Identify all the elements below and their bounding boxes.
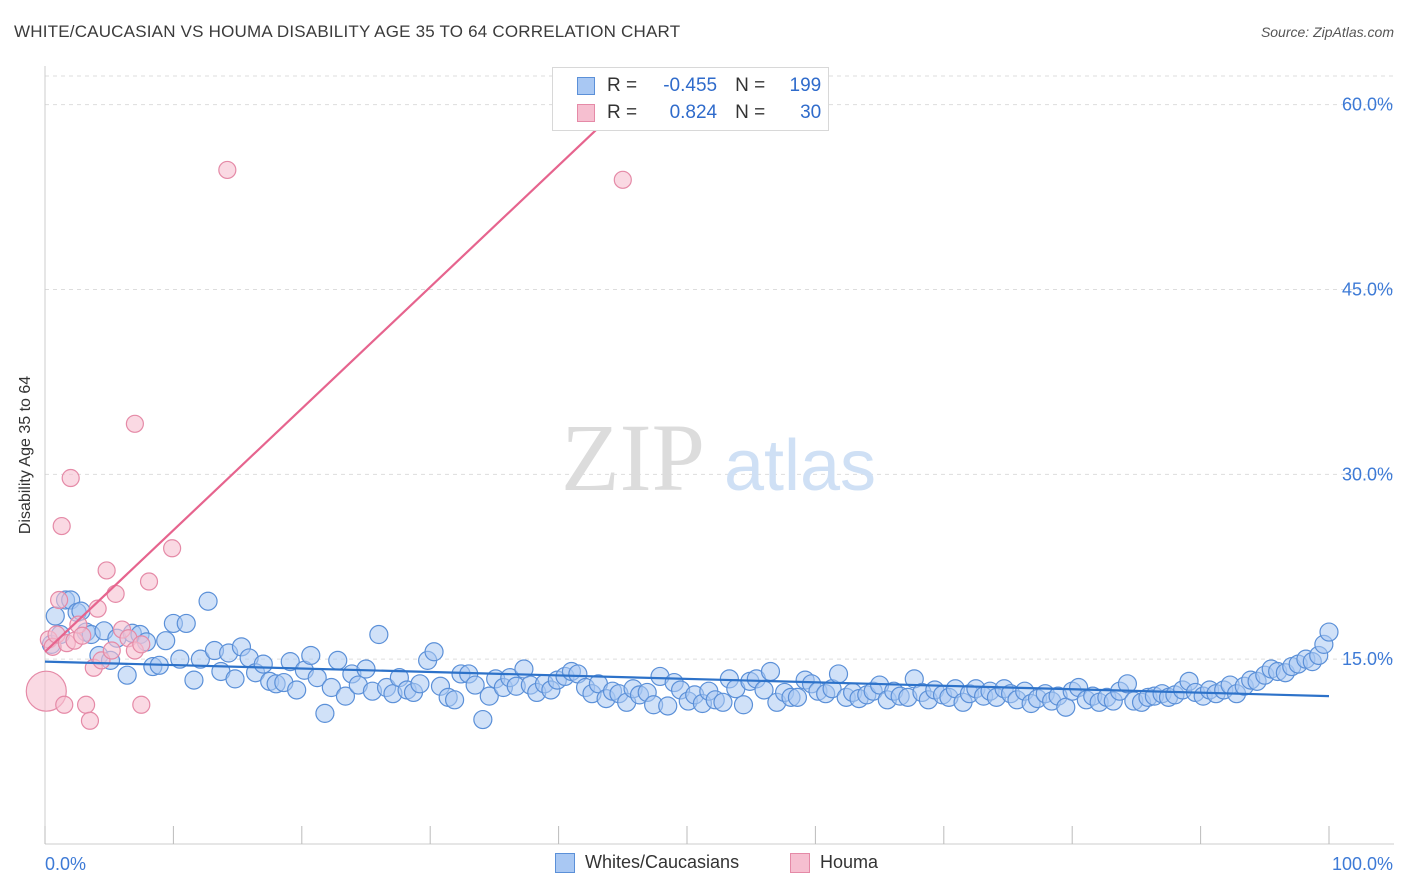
legend-r-label: R = [607,102,638,123]
white-caucasian-point [315,703,335,723]
houma-point [61,468,80,488]
y-axis-label: Disability Age 35 to 64 [17,375,34,535]
houma-point [52,516,71,536]
white-caucasian-point [444,690,465,710]
houma-point [73,626,92,645]
white-caucasian-point [301,645,321,666]
legend-label-houma: Houma [820,852,879,872]
white-caucasian-point [410,674,430,694]
watermark: ZIP atlas [561,404,876,511]
y-tick-labels: 15.0% 30.0% 45.0% 60.0% [1342,95,1393,670]
y-tick-label: 15.0% [1342,649,1393,669]
legend-n-value: 30 [800,102,822,123]
legend-r-label: R = [607,75,638,96]
x-tick-label: 100.0% [1332,854,1393,874]
legend-swatch-blue [555,852,575,873]
white-caucasian-point [170,649,190,669]
legend-item-whites[interactable]: Whites/Caucasians [555,852,739,873]
legend-n-label: N = [735,102,766,123]
whites-trend-line [44,660,1330,698]
white-caucasian-point [479,686,499,706]
white-caucasian-point [287,680,307,700]
houma-point [218,160,237,180]
white-caucasian-point [1056,697,1076,717]
white-caucasian-point [156,631,176,651]
correlation-legend: R = -0.455 N = 199 R = 0.824 N = 30 [552,67,829,131]
houma-point [132,695,151,714]
white-caucasian-point [465,675,485,695]
y-tick-label: 30.0% [1342,464,1393,484]
houma-point [125,414,144,433]
chart-title: WHITE/CAUCASIAN VS HOUMA DISABILITY AGE … [14,22,681,41]
legend-swatch-blue [577,77,595,95]
houma-point [139,572,159,591]
white-caucasian-point [787,687,808,707]
source-credit: Source: ZipAtlas.com [1260,24,1394,40]
legend-swatch-pink [577,104,595,122]
legend-row-houma: R = 0.824 N = 30 [577,101,821,125]
trend-lines [44,103,1330,698]
watermark-zip: ZIP [561,404,705,511]
axes [44,66,1394,845]
houma-point [80,711,100,730]
white-caucasian-point [45,606,65,626]
houma-point [106,584,125,603]
legend-label-whites: Whites/Caucasians [585,852,740,872]
houma-point [132,635,151,654]
white-caucasian-point [1319,622,1339,642]
houma-point [97,561,116,580]
white-caucasian-point [828,664,849,684]
white-caucasian-point [321,677,341,698]
white-caucasian-point [335,686,356,706]
white-caucasian-point [198,591,218,611]
houma-point [102,641,121,660]
white-caucasian-point [253,654,273,674]
white-caucasian-point [733,695,754,715]
y-tick-label: 45.0% [1342,279,1393,299]
white-caucasian-point [658,696,678,716]
white-caucasian-point [190,649,210,669]
houma-points [25,160,632,730]
series-legend: Whites/Caucasians Houma [0,852,1406,876]
houma-point [50,590,69,610]
x-tick-labels: 0.0% 100.0% [45,854,1393,874]
legend-swatch-pink [790,852,810,873]
legend-r-value: 0.824 [669,102,718,123]
grid-lines [45,75,1394,660]
white-caucasian-point [117,665,137,685]
legend-r-value: -0.455 [663,75,718,96]
houma-trend-line [44,103,624,653]
white-caucasian-point [225,669,245,689]
legend-item-houma[interactable]: Houma [790,852,878,873]
houma-point [163,539,182,558]
white-caucasian-point [473,709,493,730]
y-tick-label: 60.0% [1342,95,1393,115]
white-caucasian-point [280,652,300,672]
white-caucasian-point [1117,674,1138,694]
legend-row-whites: R = -0.455 N = 199 [577,74,821,98]
legend-n-label: N = [735,75,766,96]
white-caucasian-point [369,624,389,645]
white-caucasian-point [328,650,348,670]
x-tick-label: 0.0% [45,854,86,874]
white-caucasian-point [184,670,204,690]
white-caucasian-point [713,692,733,712]
white-caucasian-point [424,642,444,662]
whites-caucasians-points [41,590,1339,730]
watermark-atlas: atlas [724,426,876,506]
houma-point [55,695,74,714]
houma-point [76,695,96,714]
white-caucasian-point [176,613,196,634]
white-caucasian-point [760,661,781,682]
legend-n-value: 199 [789,75,822,96]
houma-point [613,170,632,189]
